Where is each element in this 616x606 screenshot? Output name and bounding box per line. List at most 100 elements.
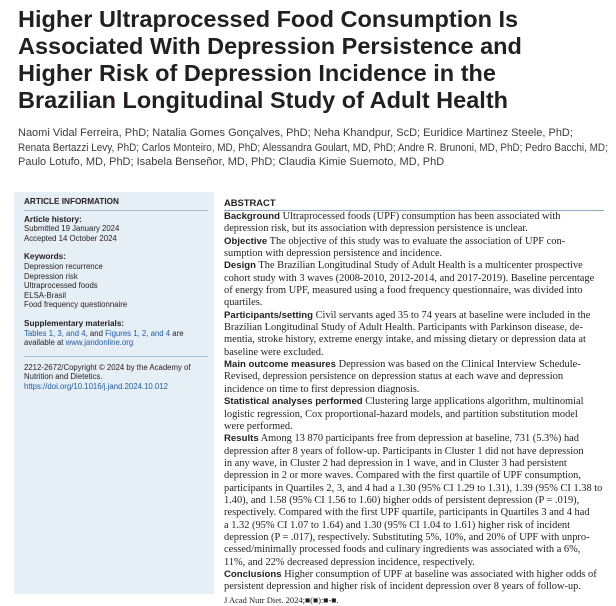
abstract-text: of energy from UPF, measured using a foo… <box>224 285 583 297</box>
abstract-text: baseline were excluded. <box>224 346 324 358</box>
abstract-line: Main outcome measures Depression was bas… <box>224 359 604 371</box>
abstract-line: respectively. Compared with the first UP… <box>224 507 604 519</box>
title-line: Brazilian Longitudinal Study of Adult He… <box>18 87 509 113</box>
author-line: Paulo Lotufo, MD, PhD; Isabela Benseñor,… <box>18 156 445 168</box>
journal-citation: J Acad Nutr Diet. 2024;■(■):■-■. <box>224 594 339 605</box>
author-line: Renata Bertazzi Levy, PhD; Carlos Montei… <box>18 141 608 154</box>
abstract-section: Conclusions Higher consumption of UPF at… <box>224 569 604 594</box>
abstract-text: persistent depression and higher risk of… <box>224 581 581 593</box>
abstract-text: logistic regression, Cox proportional-ha… <box>224 408 578 420</box>
copyright-line: 2212-2672/Copyright © 2024 by the Academ… <box>24 362 191 372</box>
title-line: Associated With Depression Persistence a… <box>18 33 522 59</box>
abstract-text: in any wave, in Cluster 2 had depression… <box>224 457 567 469</box>
abstract-line: depression after 8 years of follow-up. P… <box>224 446 604 458</box>
article-info-sidebar: ARTICLE INFORMATION Article history: Sub… <box>14 192 214 594</box>
abstract-line: logistic regression, Cox proportional-ha… <box>224 409 604 421</box>
abstract-section-label: Main outcome measures <box>224 359 336 371</box>
abstract-line: Statistical analyses performed Clusterin… <box>224 396 604 408</box>
abstract-line: a 1.32 (95% CI 1.07 to 1.64) and 1.30 (9… <box>224 520 604 532</box>
author-line: Naomi Vidal Ferreira, PhD; Natalia Gomes… <box>18 127 573 139</box>
abstract-text: Higher consumption of UPF at baseline wa… <box>281 568 597 580</box>
abstract-section-label: Design <box>224 260 256 272</box>
abstract-section: Statistical analyses performed Clusterin… <box>224 396 604 433</box>
abstract-section-label: Participants/setting <box>224 309 314 321</box>
abstract-text: cohort study with 3 waves (2008-2010, 20… <box>224 272 595 284</box>
abstract-section-label: Results <box>224 433 259 445</box>
figures-link[interactable]: Figures 1, 2, and 4 <box>105 328 171 338</box>
abstract-section-label: Background <box>224 211 280 222</box>
history-heading: Article history: <box>24 214 82 224</box>
abstract-line: Background Ultraprocessed foods (UPF) co… <box>224 211 604 223</box>
abstract-line: Brazilian Longitudinal Study of Adult He… <box>224 322 604 334</box>
abstract-text: The objective of this study was to evalu… <box>267 235 566 247</box>
title-line: Higher Risk of Depression Incidence in t… <box>18 60 496 86</box>
abstract-line: quartiles. <box>224 297 604 309</box>
abstract-line: depression (P = .017), respectively. Sub… <box>224 532 604 544</box>
abstract-line: were performed. <box>224 421 604 433</box>
supplementary-line: Tables 1, 3, and 4, and Figures 1, 2, an… <box>24 329 208 339</box>
abstract-line: mentia, stroke history, extreme energy i… <box>224 334 604 346</box>
abstract-text: The Brazilian Longitudinal Study of Adul… <box>256 260 583 272</box>
abstract-text: sumption with depression persistence and… <box>224 248 443 260</box>
abstract-section-label: Statistical analyses performed <box>224 396 363 408</box>
supplementary-heading: Supplementary materials: <box>24 318 125 328</box>
journal-website-link[interactable]: www.jandonline.org <box>65 338 134 348</box>
abstract-body: Background Ultraprocessed foods (UPF) co… <box>224 211 604 606</box>
abstract-section: Objective The objective of this study wa… <box>224 236 604 261</box>
supp-text: are <box>170 328 184 338</box>
abstract-line: of energy from UPF, measured using a foo… <box>224 285 604 297</box>
abstract-text: 11%, and 22% decreased depression incide… <box>224 556 475 568</box>
abstract-heading: ABSTRACT <box>224 197 604 211</box>
submitted-date: Submitted 19 January 2024 <box>24 224 120 234</box>
abstract-text: 1.40), and 1.58 (95% CI 1.56 to 1.60) hi… <box>224 494 580 506</box>
keywords-heading: Keywords: <box>24 252 66 262</box>
abstract-text: Civil servants aged 35 to 74 years at ba… <box>313 309 591 321</box>
supp-text: , and <box>85 328 106 338</box>
abstract-section: Participants/setting Civil servants aged… <box>224 310 604 359</box>
abstract-line: incidence on time to first depression di… <box>224 384 604 396</box>
article-title: Higher Ultraprocessed Food Consumption I… <box>18 6 608 114</box>
abstract-line: cohort study with 3 waves (2008-2010, 20… <box>224 273 604 285</box>
abstract-section-label: Objective <box>224 235 268 247</box>
abstract-line: Design The Brazilian Longitudinal Study … <box>224 260 604 272</box>
abstract-text: were performed. <box>224 420 293 432</box>
abstract-line: depression risk, but its association wit… <box>224 223 604 235</box>
doi-link[interactable]: https://doi.org/10.1016/j.jand.2024.10.0… <box>24 381 168 391</box>
copyright-block: 2212-2672/Copyright © 2024 by the Academ… <box>24 355 208 392</box>
abstract-line: depression in 2 or more waves. Compared … <box>224 470 604 482</box>
keyword-item: Depression risk <box>24 271 78 281</box>
abstract-line: sumption with depression persistence and… <box>224 248 604 260</box>
abstract-line: cessed/minimally processed foods and cul… <box>224 544 604 556</box>
abstract-text: a 1.32 (95% CI 1.07 to 1.64) and 1.30 (9… <box>224 519 571 531</box>
abstract-text: Among 13 870 participants free from depr… <box>258 433 579 445</box>
article-info-heading: ARTICLE INFORMATION <box>24 197 208 211</box>
abstract-text: incidence on time to first depression di… <box>224 383 420 395</box>
abstract-text: depression after 8 years of follow-up. P… <box>224 445 584 457</box>
abstract-text: quartiles. <box>224 297 263 309</box>
abstract-section-label: Conclusions <box>224 568 282 580</box>
abstract-line: baseline were excluded. <box>224 347 604 359</box>
abstract-text: depression (P = .017), respectively. Sub… <box>224 531 590 543</box>
abstract-text: respectively. Compared with the first UP… <box>224 507 590 519</box>
abstract-line: Participants/setting Civil servants aged… <box>224 310 604 322</box>
abstract-line: participants in Quartiles 2, 3, and 4 ha… <box>224 483 604 495</box>
abstract-text: Depression was based on the Clinical Int… <box>335 359 581 371</box>
abstract-text: Ultraprocessed foods (UPF) consumption h… <box>279 211 561 222</box>
author-list: Naomi Vidal Ferreira, PhD; Natalia Gomes… <box>18 126 608 170</box>
abstract-section: Background Ultraprocessed foods (UPF) co… <box>224 211 604 236</box>
abstract-section: Main outcome measures Depression was bas… <box>224 359 604 396</box>
abstract-line: Revised, depression persistence on depre… <box>224 371 604 383</box>
abstract-text: Revised, depression persistence on depre… <box>224 371 564 383</box>
abstract-text: Brazilian Longitudinal Study of Adult He… <box>224 322 583 334</box>
abstract-text: depression risk, but its association wit… <box>224 223 528 235</box>
abstract-text: mentia, stroke history, extreme energy i… <box>224 334 586 346</box>
abstract-line: Results Among 13 870 participants free f… <box>224 433 604 445</box>
accepted-date: Accepted 14 October 2024 <box>24 233 117 243</box>
abstract-line: 1.40), and 1.58 (95% CI 1.56 to 1.60) hi… <box>224 495 604 507</box>
abstract-section: Results Among 13 870 participants free f… <box>224 433 604 569</box>
tables-link[interactable]: Tables 1, 3, and 4 <box>24 328 86 338</box>
keyword-item: Ultraprocessed foods <box>24 281 98 291</box>
keyword-item: Food frequency questionnaire <box>24 300 128 310</box>
supplementary-line: available at www.jandonline.org <box>24 338 208 348</box>
abstract-line: 11%, and 22% decreased depression incide… <box>224 557 604 569</box>
